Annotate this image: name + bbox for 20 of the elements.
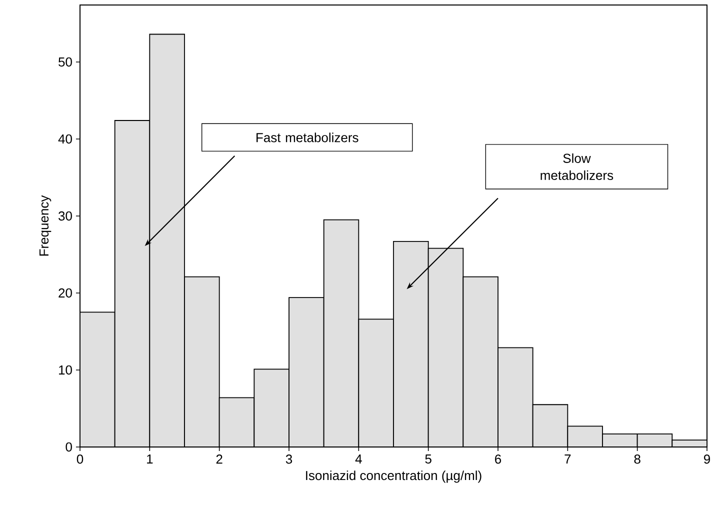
x-tick-label: 4	[355, 454, 362, 464]
x-tick-label: 3	[286, 454, 292, 464]
y-tick-label: 30	[58, 211, 72, 221]
y-axis-title: Frequency	[40, 195, 52, 256]
x-tick-label: 9	[704, 454, 710, 464]
y-tick-label: 20	[58, 288, 72, 298]
x-tick-label: 8	[634, 454, 640, 464]
x-tick-label: 7	[564, 454, 571, 464]
x-tick-label: 5	[425, 454, 432, 464]
annotation: Slow metabolizers	[540, 153, 614, 180]
annotation: Fast metabolizers	[256, 132, 358, 142]
x-tick-label: 0	[76, 454, 84, 464]
y-tick-label: 40	[58, 134, 72, 144]
y-tick-label: 50	[58, 57, 72, 67]
x-tick-label: 2	[216, 454, 222, 464]
x-tick-label: 1	[147, 454, 153, 464]
x-axis-title: Isoniazid concentration (µg/ml)	[306, 470, 482, 483]
y-tick-label: 10	[59, 365, 72, 375]
y-tick-label: 0	[66, 442, 72, 452]
x-tick-label: 6	[495, 454, 502, 464]
